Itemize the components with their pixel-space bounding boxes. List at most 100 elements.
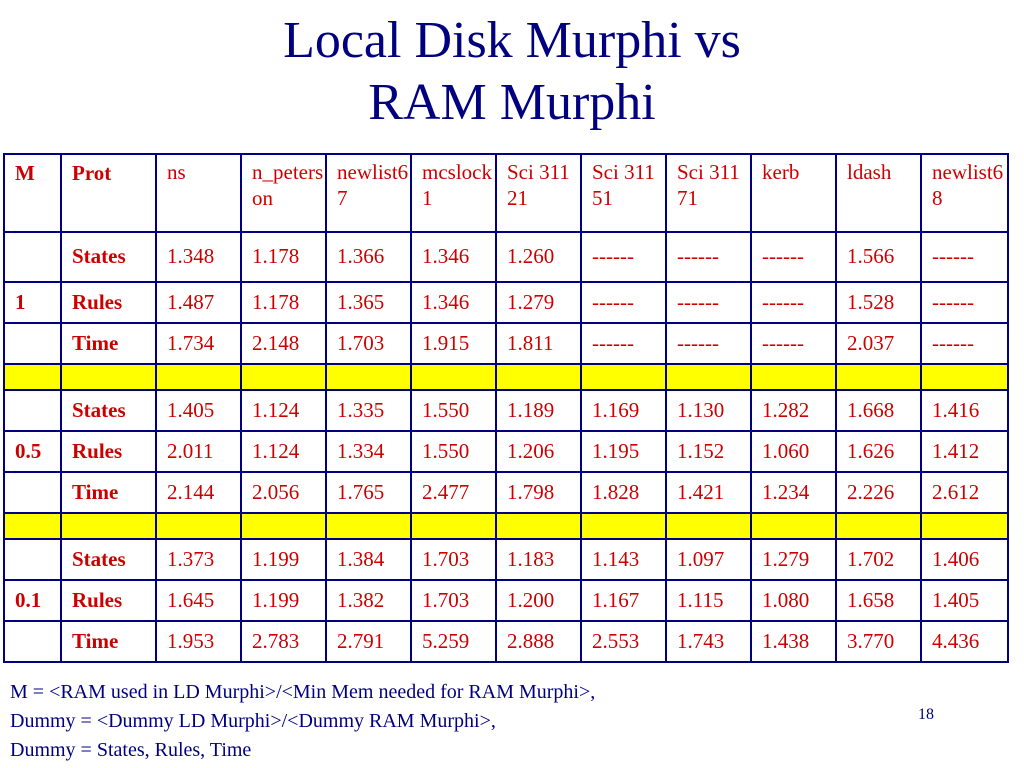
column-header: ns <box>155 153 242 233</box>
table-row: 0.5 Rules 2.011 1.124 1.334 1.550 1.206 1.195 1.… <box>3 430 1009 473</box>
footnote-line-2: Dummy = <Dummy LD Murphi>/<Dummy RAM Mur… <box>10 710 496 732</box>
value-cell: 1.811 <box>495 322 582 365</box>
header-row: M Prot ns n_peterson newlist6 7 mcslock1 Sci 3… <box>3 153 1009 233</box>
value-cell: 1.828 <box>580 471 667 514</box>
value-cell: 1.734 <box>155 322 242 365</box>
row-label: Rules <box>60 579 157 622</box>
table-row: States 1.405 1.124 1.335 1.550 1.189 1.169 1.13… <box>3 389 1009 432</box>
value-cell: 1.703 <box>410 579 497 622</box>
value-cell: 2.612 <box>920 471 1009 514</box>
value-cell: 1.348 <box>155 231 242 283</box>
value-cell: ------ <box>920 322 1009 365</box>
value-cell: 1.206 <box>495 430 582 473</box>
value-cell: 1.405 <box>920 579 1009 622</box>
value-cell: 1.260 <box>495 231 582 283</box>
value-cell: 1.346 <box>410 231 497 283</box>
value-cell: 5.259 <box>410 620 497 663</box>
value-cell: 1.412 <box>920 430 1009 473</box>
value-cell: 2.037 <box>835 322 922 365</box>
value-cell: 2.011 <box>155 430 242 473</box>
value-cell: 2.553 <box>580 620 667 663</box>
value-cell: ------ <box>580 281 667 324</box>
value-cell: ------ <box>580 322 667 365</box>
separator-cell <box>3 363 62 391</box>
column-header: newlist6 8 <box>920 153 1009 233</box>
value-cell: 1.152 <box>665 430 752 473</box>
value-cell: 1.384 <box>325 538 412 581</box>
m-value: 1 <box>3 281 62 324</box>
value-cell: 2.226 <box>835 471 922 514</box>
column-header: kerb <box>750 153 837 233</box>
value-cell: 1.550 <box>410 389 497 432</box>
title-line-1: Local Disk Murphi vs <box>283 12 741 69</box>
value-cell: 1.953 <box>155 620 242 663</box>
m-cell-empty <box>3 389 62 432</box>
value-cell: 1.645 <box>155 579 242 622</box>
column-header: Sci 31121 <box>495 153 582 233</box>
value-cell: 1.765 <box>325 471 412 514</box>
row-label: Time <box>60 620 157 663</box>
value-cell: 1.668 <box>835 389 922 432</box>
value-cell: 1.097 <box>665 538 752 581</box>
separator-cell <box>325 363 412 391</box>
separator-row <box>3 512 1009 540</box>
row-label: Rules <box>60 281 157 324</box>
value-cell: 1.234 <box>750 471 837 514</box>
column-header: Sci 31171 <box>665 153 752 233</box>
value-cell: 2.477 <box>410 471 497 514</box>
separator-cell <box>155 512 242 540</box>
separator-cell <box>410 512 497 540</box>
m-value: 0.5 <box>3 430 62 473</box>
m-cell-empty <box>3 231 62 283</box>
value-cell: 1.334 <box>325 430 412 473</box>
m-cell-empty <box>3 471 62 514</box>
value-cell: ------ <box>750 281 837 324</box>
table-row: Time 2.144 2.056 1.765 2.477 1.798 1.828 1.421 1… <box>3 471 1009 514</box>
value-cell: ------ <box>750 231 837 283</box>
footnote-line-1: M = <RAM used in LD Murphi>/<Min Mem nee… <box>10 681 596 703</box>
table-row: Time 1.953 2.783 2.791 5.259 2.888 2.553 1.743 1… <box>3 620 1009 663</box>
value-cell: 1.143 <box>580 538 667 581</box>
m-cell-empty <box>3 322 62 365</box>
value-cell: 1.528 <box>835 281 922 324</box>
column-header: mcslock1 <box>410 153 497 233</box>
value-cell: 1.798 <box>495 471 582 514</box>
separator-cell <box>410 363 497 391</box>
column-header: Prot <box>60 153 157 233</box>
value-cell: 1.416 <box>920 389 1009 432</box>
table-row: States 1.348 1.178 1.366 1.346 1.260 ------ ---… <box>3 231 1009 283</box>
value-cell: 1.060 <box>750 430 837 473</box>
value-cell: 1.658 <box>835 579 922 622</box>
separator-cell <box>495 512 582 540</box>
value-cell: 1.335 <box>325 389 412 432</box>
value-cell: ------ <box>665 322 752 365</box>
value-cell: ------ <box>580 231 667 283</box>
separator-cell <box>835 512 922 540</box>
separator-cell <box>665 512 752 540</box>
value-cell: 2.791 <box>325 620 412 663</box>
separator-cell <box>60 512 157 540</box>
value-cell: 1.550 <box>410 430 497 473</box>
column-header: Sci 31151 <box>580 153 667 233</box>
value-cell: 1.195 <box>580 430 667 473</box>
table-row: 1 Rules 1.487 1.178 1.365 1.346 1.279 ------ ---… <box>3 281 1009 324</box>
value-cell: 1.743 <box>665 620 752 663</box>
page-number: 18 <box>918 706 934 723</box>
row-label: States <box>60 389 157 432</box>
value-cell: 1.178 <box>240 281 327 324</box>
value-cell: 1.373 <box>155 538 242 581</box>
value-cell: 1.169 <box>580 389 667 432</box>
value-cell: 2.056 <box>240 471 327 514</box>
row-label: States <box>60 231 157 283</box>
separator-cell <box>60 363 157 391</box>
value-cell: 1.438 <box>750 620 837 663</box>
table-row: Time 1.734 2.148 1.703 1.915 1.811 ------ -----… <box>3 322 1009 365</box>
value-cell: 1.080 <box>750 579 837 622</box>
value-cell: 1.279 <box>495 281 582 324</box>
value-cell: 1.189 <box>495 389 582 432</box>
value-cell: 1.282 <box>750 389 837 432</box>
footnote-line-3: Dummy = States, Rules, Time <box>10 739 252 761</box>
slide-title: Local Disk Murphi vs RAM Murphi <box>0 0 1024 150</box>
value-cell: 1.405 <box>155 389 242 432</box>
title-line-2: RAM Murphi <box>368 74 656 131</box>
